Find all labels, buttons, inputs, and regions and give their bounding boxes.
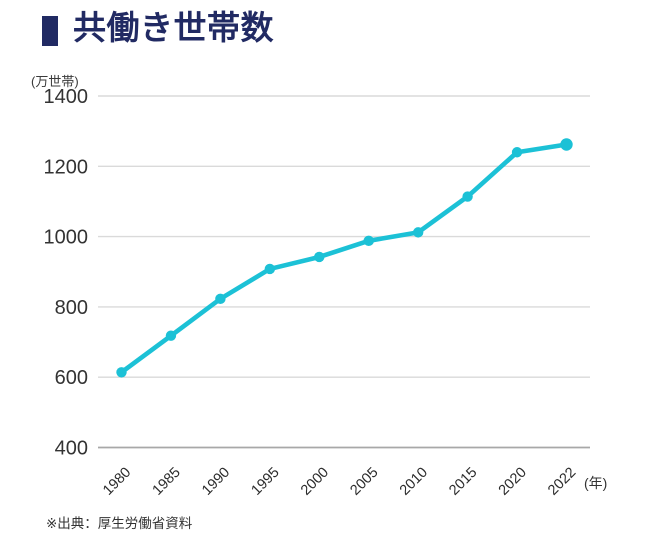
x-tick-label: 2022 [545,465,579,499]
data-line [119,142,569,375]
data-point [215,293,226,305]
source-note: ※出典：厚生労働省資料 [46,516,193,531]
x-tick-label: 2010 [397,465,431,499]
title-accent-bar [42,16,58,46]
x-tick-label: 1995 [249,465,283,499]
data-point [462,191,473,202]
x-tick-label: 1990 [199,465,233,499]
data-point [412,227,424,238]
data-point [511,147,523,158]
data-point [264,263,276,275]
x-tick-label: 2015 [446,465,480,499]
x-tick-label: 1980 [100,465,134,499]
y-axis-unit-label: (万世帯) [31,74,79,89]
x-tick-label: 2005 [347,465,381,499]
data-point [560,138,573,151]
data-point [363,235,374,247]
data-point [314,251,325,263]
x-tick-label: 2020 [496,465,530,499]
data-point [165,330,177,341]
x-tick-label: 2000 [298,465,332,499]
page-title: 共働き世帯数 [73,9,274,46]
y-tick-label: 1200 [44,156,89,178]
y-tick-label: 600 [55,367,88,389]
y-tick-label: 1400 [44,86,89,108]
data-point [116,367,127,378]
y-tick-label: 800 [55,297,88,319]
y-tick-label: 1000 [44,227,89,249]
y-tick-label: 400 [55,438,88,460]
x-tick-label: 1985 [150,465,184,499]
x-axis-unit-label: (年) [584,475,607,491]
